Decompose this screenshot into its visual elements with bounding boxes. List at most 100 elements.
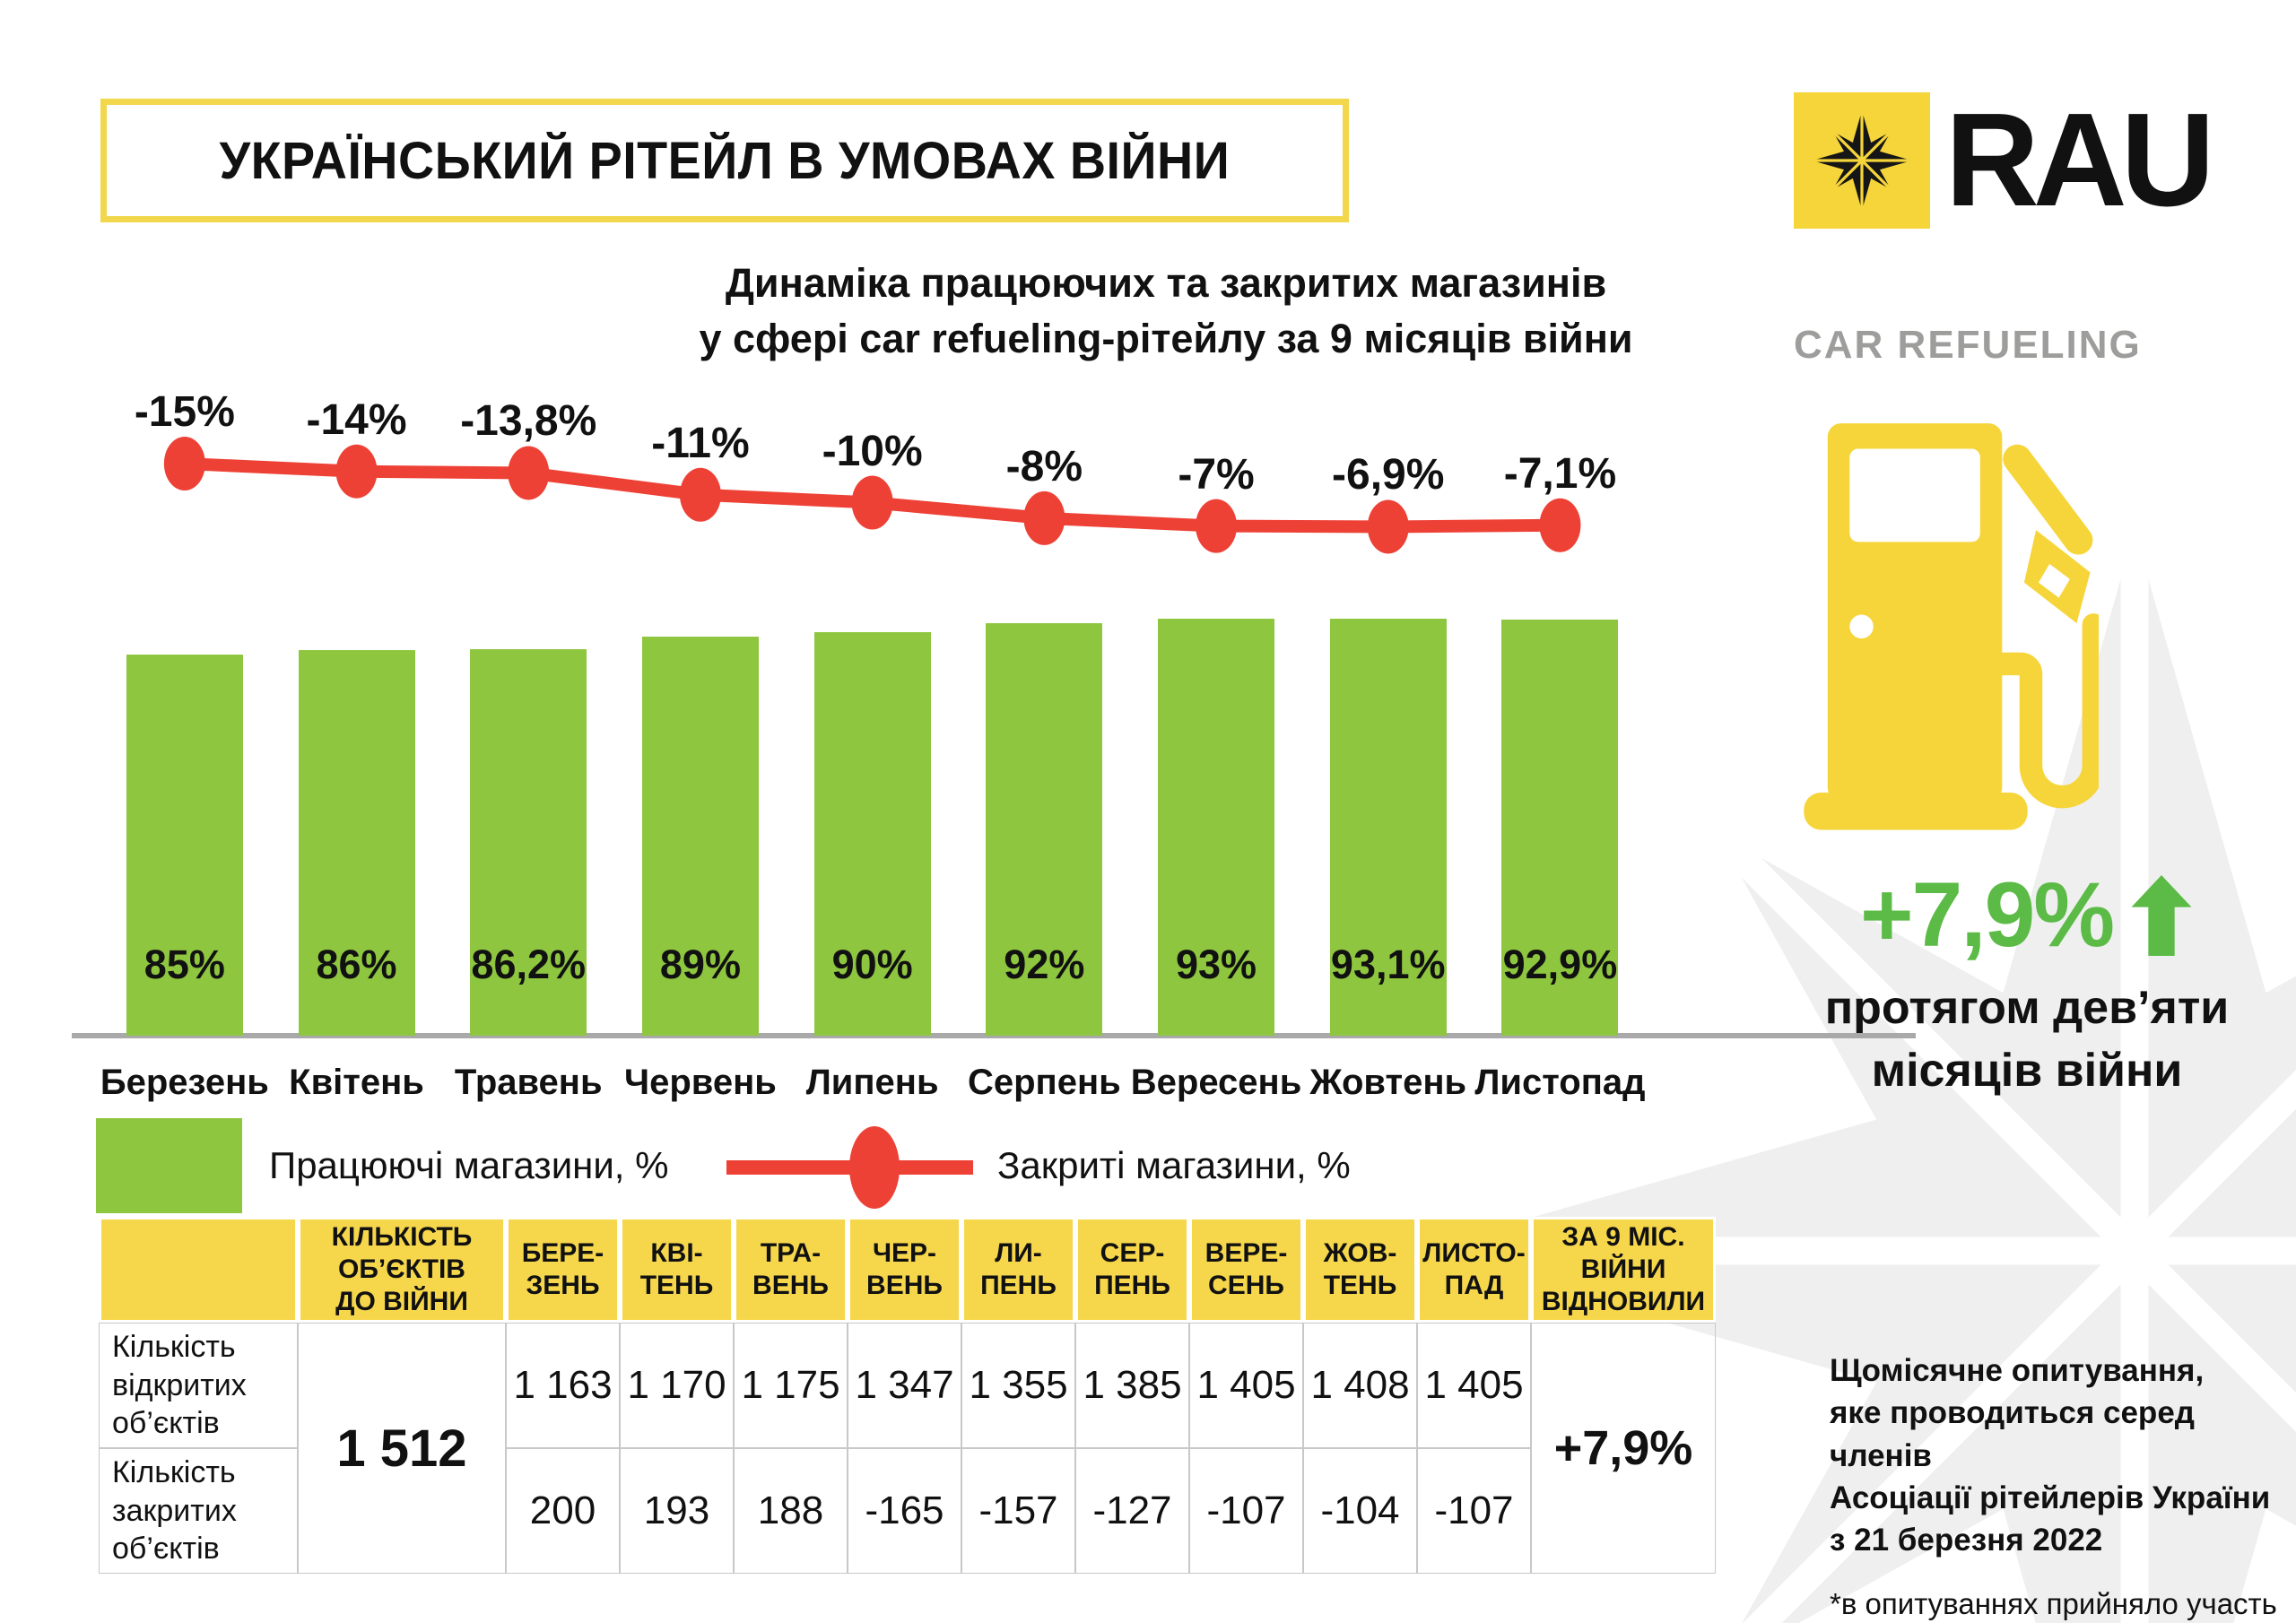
line-marker — [335, 444, 378, 499]
bar — [298, 650, 415, 1036]
table-header-cell: ТРА- ВЕНЬ — [734, 1217, 848, 1323]
table-cell: 1 170 — [620, 1323, 734, 1448]
table-cell: 1 405 — [1417, 1323, 1531, 1448]
page-title: УКРАЇНСЬКИЙ РІТЕЙЛ В УМОВАХ ВІЙНИ — [219, 131, 1231, 190]
line-value-label: -8% — [1005, 442, 1083, 490]
bar — [1329, 618, 1447, 1036]
line-marker — [851, 475, 893, 530]
x-axis-category-label: Березень — [100, 1063, 269, 1102]
rau-logo: RAU — [1794, 92, 2215, 229]
table-row-label: Кількість закритих об’єктів — [99, 1448, 298, 1574]
table-cell: 1 385 — [1075, 1323, 1189, 1448]
table-header-cell: ЛИ- ПЕНЬ — [961, 1217, 1075, 1323]
table-cell: 1 347 — [848, 1323, 961, 1448]
table-cell: -157 — [961, 1448, 1075, 1574]
line-value-label: -10% — [822, 427, 923, 475]
table-cell: 188 — [734, 1448, 848, 1574]
line-marker — [163, 437, 205, 490]
line-marker — [1023, 490, 1065, 545]
bar — [986, 623, 1103, 1036]
fuel-pump-icon — [1804, 423, 2099, 830]
bar-value-label: 85% — [144, 942, 225, 987]
bar-value-label: 93% — [1175, 942, 1257, 987]
table-cell: -127 — [1075, 1448, 1189, 1574]
x-axis-category-label: Червень — [624, 1063, 777, 1102]
up-arrow-icon — [2131, 874, 2192, 956]
x-axis-category-label: Травень — [454, 1063, 603, 1102]
bar — [1158, 619, 1275, 1036]
table-cell: 200 — [506, 1448, 620, 1574]
rau-logo-square — [1794, 92, 1930, 229]
bar-value-label: 86% — [316, 942, 397, 987]
chart-x-axis — [72, 1033, 1916, 1038]
line-marker — [679, 467, 721, 522]
line-marker — [1539, 498, 1581, 552]
line-marker — [1196, 499, 1238, 553]
table-cell: -107 — [1417, 1448, 1531, 1574]
line-series — [163, 437, 1581, 554]
x-axis-category-label: Квітень — [289, 1063, 424, 1102]
table-cell: -104 — [1303, 1448, 1417, 1574]
table-header-cell: ЛИСТО- ПАД — [1417, 1217, 1531, 1323]
legend-line-label: Закриті магазини, % — [997, 1144, 1351, 1186]
table-header-cell: СЕР- ПЕНЬ — [1075, 1217, 1189, 1323]
legend-bar-swatch — [96, 1118, 242, 1213]
bar-value-label: 90% — [831, 942, 913, 987]
page-title-box: УКРАЇНСЬКИЙ РІТЕЙЛ В УМОВАХ ВІЙНИ — [100, 99, 1349, 222]
prewar-count-cell: 1 512 — [298, 1323, 506, 1574]
footnote-bold: Щомісячне опитування, яке проводиться се… — [1830, 1353, 2271, 1558]
table-cell: 1 408 — [1303, 1323, 1417, 1448]
line-marker — [508, 446, 550, 500]
table-cell: 1 355 — [961, 1323, 1075, 1448]
table-cell: -165 — [848, 1448, 961, 1574]
table-cell: 193 — [620, 1448, 734, 1574]
footnote-block: Щомісячне опитування, яке проводиться се… — [1830, 1350, 2296, 1623]
bar — [641, 637, 759, 1036]
line-value-label: -11% — [651, 419, 750, 467]
bar-value-label: 86,2% — [471, 942, 587, 987]
line-value-label: -6,9% — [1332, 451, 1445, 499]
line-value-label: -13,8% — [460, 397, 597, 446]
line-value-label: -7,1% — [1503, 449, 1617, 498]
line-value-label: -14% — [306, 395, 407, 444]
table-header-cell: КВІ- ТЕНЬ — [620, 1217, 734, 1323]
table-cell: 1 163 — [506, 1323, 620, 1448]
legend-bar-label: Працюючі магазини, % — [269, 1144, 669, 1186]
result-cell: +7,9% — [1531, 1323, 1716, 1574]
rau-star-icon — [1812, 110, 1912, 211]
footnote-note: *в опитуваннях прийняло участь 92 компан… — [1830, 1587, 2277, 1621]
bar — [470, 649, 587, 1036]
table-header-cell: ЖОВ- ТЕНЬ — [1303, 1217, 1417, 1323]
table-cell: 1 175 — [734, 1323, 848, 1448]
table-header-cell — [99, 1217, 298, 1323]
bar — [126, 655, 243, 1036]
category-label: CAR REFUELING — [1794, 323, 2142, 367]
chart-title: Динаміка працюючих та закритих магазинів… — [699, 260, 1633, 362]
line-marker — [1367, 499, 1409, 554]
table-cell: -107 — [1189, 1448, 1303, 1574]
table-header-cell: ЧЕР- ВЕНЬ — [848, 1217, 961, 1323]
table-header-cell: БЕРЕ- ЗЕНЬ — [506, 1217, 620, 1323]
table-row-label: Кількість відкритих об’єктів — [99, 1323, 298, 1448]
table-cell: 1 405 — [1189, 1323, 1303, 1448]
bar — [1501, 619, 1619, 1036]
line-value-label: -7% — [1178, 450, 1255, 499]
growth-block: +7,9% протягом дев’яти місяців війни — [1767, 863, 2287, 1102]
x-axis-category-label: Серпень — [967, 1063, 1121, 1102]
table-header-cell: ЗА 9 МІС. ВІЙНИ ВІДНОВИЛИ — [1531, 1217, 1716, 1323]
table-header-cell: КІЛЬКІСТЬ ОБ’ЄКТІВ ДО ВІЙНИ — [298, 1217, 506, 1323]
x-axis-category-label: Листопад — [1474, 1063, 1646, 1102]
x-axis-category-label: Вересень — [1130, 1063, 1302, 1102]
bar-value-label: 93,1% — [1330, 942, 1446, 987]
x-axis-category-label: Липень — [805, 1063, 939, 1102]
bar-value-label: 92,9% — [1502, 942, 1618, 987]
x-axis-category-label: Жовтень — [1309, 1063, 1467, 1102]
bar-value-label: 89% — [659, 942, 741, 987]
growth-value: +7,9% — [1859, 864, 2115, 966]
growth-caption: протягом дев’яти місяців війни — [1824, 982, 2230, 1098]
line-value-label: -15% — [134, 388, 235, 436]
data-table: КІЛЬКІСТЬ ОБ’ЄКТІВ ДО ВІЙНИ БЕРЕ- ЗЕНЬ КВІ… — [99, 1217, 1716, 1574]
bar — [813, 632, 931, 1036]
bar-value-label: 92% — [1004, 942, 1085, 987]
